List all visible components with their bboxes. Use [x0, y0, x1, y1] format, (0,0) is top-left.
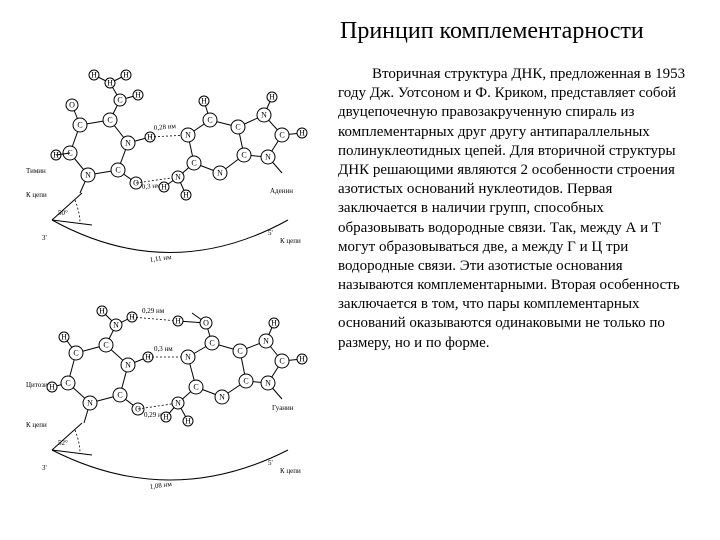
svg-text:C: C: [207, 116, 212, 125]
svg-text:C: C: [279, 131, 284, 140]
svg-text:C: C: [73, 349, 78, 358]
svg-text:C: C: [243, 377, 248, 386]
svg-text:H: H: [201, 97, 207, 106]
svg-text:O: O: [203, 319, 209, 328]
svg-text:50°: 50°: [58, 209, 68, 217]
svg-text:0,3 нм: 0,3 нм: [141, 181, 161, 191]
svg-text:52°: 52°: [58, 439, 68, 447]
svg-text:Тимин: Тимин: [26, 167, 46, 175]
svg-text:C: C: [115, 166, 120, 175]
svg-text:H: H: [91, 71, 97, 80]
svg-text:N: N: [113, 321, 119, 330]
figure-column: 1,11 нм 50° К цепи К цепи 5' 3' Тимин Ад…: [20, 65, 320, 515]
svg-text:N: N: [265, 153, 271, 162]
svg-text:3': 3': [42, 464, 47, 472]
svg-text:H: H: [107, 79, 113, 88]
svg-text:H: H: [99, 307, 105, 316]
thymine-ring: C C N C N C O C H H H H H O H: [51, 70, 155, 193]
svg-text:H: H: [271, 319, 277, 328]
svg-text:N: N: [217, 169, 223, 178]
svg-text:N: N: [263, 337, 269, 346]
svg-text:C: C: [235, 123, 240, 132]
svg-text:К цепи: К цепи: [26, 421, 47, 429]
svg-text:H: H: [61, 333, 67, 342]
svg-text:N: N: [125, 361, 131, 370]
svg-text:N: N: [219, 393, 225, 402]
svg-text:H: H: [163, 413, 169, 422]
svg-text:C: C: [193, 383, 198, 392]
svg-text:C: C: [103, 341, 108, 350]
svg-text:C: C: [117, 96, 122, 105]
svg-text:C: C: [77, 121, 82, 130]
page-title: Принцип комплементарности: [340, 18, 692, 45]
svg-text:C: C: [107, 116, 112, 125]
svg-text:H: H: [299, 355, 305, 364]
svg-text:N: N: [87, 399, 93, 408]
svg-text:1,08 нм: 1,08 нм: [149, 480, 173, 491]
svg-text:N: N: [125, 139, 131, 148]
figure-thymine-adenine: 1,11 нм 50° К цепи К цепи 5' 3' Тимин Ад…: [20, 65, 320, 285]
svg-text:К цепи: К цепи: [280, 237, 301, 245]
svg-text:Аденин: Аденин: [270, 187, 293, 195]
svg-text:5': 5': [268, 229, 273, 237]
body-text-column: Вторичная структура ДНК, предложенная в …: [338, 65, 692, 515]
svg-text:N: N: [85, 171, 91, 180]
svg-text:O: O: [69, 101, 75, 110]
svg-text:0,28 нм: 0,28 нм: [153, 122, 176, 132]
svg-text:C: C: [241, 151, 246, 160]
content-row: 1,11 нм 50° К цепи К цепи 5' 3' Тимин Ад…: [20, 65, 692, 515]
svg-text:H: H: [185, 417, 191, 426]
adenine-ring: N C C C N C N C N N H H H H H: [159, 92, 307, 200]
svg-text:C: C: [191, 159, 196, 168]
svg-text:1,11 нм: 1,11 нм: [149, 253, 172, 264]
svg-text:0,3 нм: 0,3 нм: [154, 345, 173, 353]
svg-text:N: N: [261, 111, 267, 120]
body-paragraph: Вторичная структура ДНК, предложенная в …: [338, 65, 692, 353]
svg-text:5': 5': [268, 459, 273, 467]
svg-text:N: N: [185, 353, 191, 362]
svg-text:N: N: [175, 399, 181, 408]
svg-text:H: H: [49, 383, 55, 392]
svg-text:N: N: [265, 379, 271, 388]
svg-text:0,29 нм: 0,29 нм: [142, 307, 165, 315]
svg-text:C: C: [237, 347, 242, 356]
svg-text:C: C: [209, 339, 214, 348]
svg-text:H: H: [183, 191, 189, 200]
svg-text:H: H: [175, 317, 181, 326]
figure-cytosine-guanine: 1,08 нм 52° К цепи К цепи 5' 3' Цитозин …: [20, 295, 320, 515]
svg-text:H: H: [161, 183, 167, 192]
svg-text:H: H: [135, 91, 141, 100]
svg-text:H: H: [299, 129, 305, 138]
svg-text:N: N: [185, 131, 191, 140]
svg-text:C: C: [65, 379, 70, 388]
svg-text:N: N: [175, 173, 181, 182]
svg-text:Гуанин: Гуанин: [272, 404, 294, 412]
svg-text:3': 3': [42, 234, 47, 242]
svg-text:H: H: [123, 71, 129, 80]
svg-text:C: C: [279, 357, 284, 366]
svg-text:H: H: [269, 93, 275, 102]
svg-text:C: C: [117, 391, 122, 400]
cytosine-ring: C C N C N C N H H H H O H: [47, 306, 153, 423]
svg-text:К цепи: К цепи: [280, 467, 301, 475]
svg-text:К цепи: К цепи: [26, 191, 47, 199]
